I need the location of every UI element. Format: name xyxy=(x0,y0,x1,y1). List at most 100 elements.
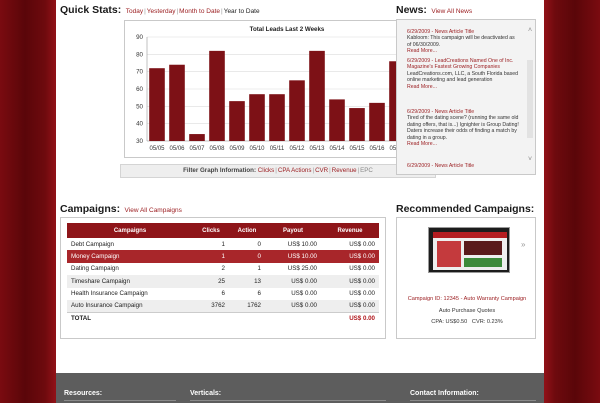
footer-divider xyxy=(410,400,536,401)
campaign-name[interactable]: Health Insurance Campaign xyxy=(71,290,148,298)
campaign-revenue: US$ 0.00 xyxy=(349,290,375,298)
view-all-campaigns-link[interactable]: View All Campaigns xyxy=(124,207,182,214)
x-tick-label: 05/05 xyxy=(149,146,165,152)
campaign-name[interactable]: Debt Campaign xyxy=(71,240,114,248)
table-row[interactable]: Debt Campaign 1 0 US$ 10.00 US$ 0.00 xyxy=(67,238,379,250)
col-revenue[interactable]: Revenue xyxy=(321,223,379,238)
quick-stats-header: Quick Stats: Today|Yesterday|Month to Da… xyxy=(60,4,260,16)
campaign-action: 6 xyxy=(257,290,261,298)
campaign-revenue: US$ 0.00 xyxy=(321,250,379,263)
campaign-name[interactable]: Money Campaign xyxy=(67,250,193,263)
news-item-title[interactable]: 6/29/2009 - News Article Title xyxy=(407,163,475,169)
chart-bar xyxy=(269,94,285,141)
chart-bar xyxy=(369,102,385,141)
col-payout[interactable]: Payout xyxy=(265,223,321,238)
campaign-payout: US$ 0.00 xyxy=(265,275,321,288)
scroll-down-icon[interactable]: ˅ xyxy=(527,156,533,163)
chart-bar xyxy=(329,99,345,141)
news-item-title[interactable]: 6/29/2009 - LeadCreations Named One of I… xyxy=(407,58,514,71)
y-tick-label: 40 xyxy=(136,121,143,128)
campaign-payout: US$ 10.00 xyxy=(265,250,321,263)
chart-bar xyxy=(249,94,265,141)
news-scrollbar[interactable] xyxy=(527,60,533,138)
col-clicks[interactable]: Clicks xyxy=(193,223,229,238)
filter-clicks[interactable]: Clicks xyxy=(257,167,275,174)
recommended-title: Recommended Campaigns: xyxy=(396,203,535,215)
campaign-action: 13 xyxy=(229,275,265,288)
col-campaigns[interactable]: Campaigns xyxy=(67,223,193,238)
chart-bar xyxy=(189,134,205,141)
recommended-panel: » Campaign ID: 12345 - Auto Warranty Cam… xyxy=(396,217,536,339)
campaign-clicks: 25 xyxy=(193,275,229,288)
chart-bar xyxy=(229,101,245,141)
news-read-more[interactable]: Read More... xyxy=(407,83,437,90)
table-row[interactable]: Money Campaign 1 0 US$ 10.00 US$ 0.00 xyxy=(67,250,379,263)
chart-title: Total Leads Last 2 Weeks xyxy=(250,26,325,33)
recommended-campaign-id[interactable]: Campaign ID: 12345 - Auto Warranty Campa… xyxy=(407,296,527,302)
campaign-revenue: US$ 0.00 xyxy=(321,299,379,313)
campaigns-table: Campaigns Clicks Action Payout Revenue D… xyxy=(67,223,379,325)
x-tick-label: 05/13 xyxy=(309,146,325,152)
chart-canvas: Total Leads Last 2 Weeks 30 40 50 60 70 80 90 05… xyxy=(136,26,427,152)
link-year-to-date[interactable]: Year to Date xyxy=(223,8,260,15)
campaign-name[interactable]: Auto Insurance Campaign xyxy=(67,299,193,313)
campaigns-title: Campaigns: xyxy=(60,203,121,215)
filter-cpa-actions[interactable]: CPA Actions xyxy=(277,167,312,174)
news-header: News: View All News xyxy=(396,0,472,18)
view-all-news-link[interactable]: View All News xyxy=(431,8,473,15)
chart-bar xyxy=(349,108,365,141)
filter-label: Filter Graph Information: xyxy=(183,167,257,174)
link-yesterday[interactable]: Yesterday xyxy=(146,8,176,15)
campaign-revenue: US$ 0.00 xyxy=(349,265,375,273)
x-tick-label: 05/07 xyxy=(189,146,205,152)
news-read-more[interactable]: Read More... xyxy=(407,48,437,55)
footer-verticals: Verticals: xyxy=(190,390,222,397)
campaign-clicks: 1 xyxy=(221,240,225,248)
campaign-clicks: 2 xyxy=(221,265,225,273)
filter-epc[interactable]: EPC xyxy=(360,167,373,174)
news-item: 6/29/2009 - News Article Title Tired of … xyxy=(407,109,519,147)
campaign-payout: US$ 0.00 xyxy=(291,290,317,298)
table-row[interactable]: Timeshare Campaign 25 13 US$ 0.00 US$ 0.… xyxy=(67,275,379,288)
x-tick-label: 05/09 xyxy=(229,146,245,152)
campaign-revenue: US$ 0.00 xyxy=(321,275,379,288)
y-tick-label: 80 xyxy=(136,51,143,58)
campaign-payout: US$ 25.00 xyxy=(287,265,317,273)
next-arrow-icon[interactable]: » xyxy=(521,240,526,249)
news-item: 6/29/2009 - News Article Title Kabloom: … xyxy=(407,29,519,55)
link-today[interactable]: Today xyxy=(125,8,144,15)
x-tick-label: 05/16 xyxy=(369,146,385,152)
campaign-action: 0 xyxy=(257,240,261,248)
recommended-cvr: CVR: 0.23% xyxy=(471,319,503,325)
link-month-to-date[interactable]: Month to Date xyxy=(179,8,220,15)
scroll-up-icon[interactable]: ˄ xyxy=(527,27,533,34)
recommended-cpa: CPA: US$0.50 xyxy=(431,319,468,325)
recommended-stats: CPA: US$0.50 CVR: 0.23% xyxy=(397,319,537,325)
table-row[interactable]: Health Insurance Campaign 6 6 US$ 0.00 U… xyxy=(67,288,379,300)
campaign-payout: US$ 0.00 xyxy=(265,299,321,313)
x-tick-label: 05/06 xyxy=(169,146,185,152)
campaign-thumbnail[interactable] xyxy=(428,227,510,273)
col-action[interactable]: Action xyxy=(229,223,265,238)
chart-bar xyxy=(169,64,185,141)
table-row[interactable]: Dating Campaign 2 1 US$ 25.00 US$ 0.00 xyxy=(67,263,379,275)
campaign-name[interactable]: Dating Campaign xyxy=(71,265,119,273)
news-item: 6/29/2009 - LeadCreations Named One of I… xyxy=(407,58,519,90)
news-item-body: Kabloom: This campaign will be deactivat… xyxy=(407,35,515,48)
campaign-revenue: US$ 0.00 xyxy=(349,240,375,248)
news-item-body: Tired of the dating scene? (running the … xyxy=(407,115,519,141)
footer-divider xyxy=(190,400,386,401)
y-tick-label: 30 xyxy=(136,138,143,145)
news-read-more[interactable]: Read More... xyxy=(407,141,437,148)
filter-cvr[interactable]: CVR xyxy=(315,167,329,174)
news-item-title[interactable]: 6/29/2009 - News Article Title xyxy=(407,29,475,35)
x-tick-label: 05/11 xyxy=(270,146,285,152)
news-item-title[interactable]: 6/29/2009 - News Article Title xyxy=(407,109,475,115)
page-content: Quick Stats: Today|Yesterday|Month to Da… xyxy=(56,0,544,403)
campaign-clicks: 1 xyxy=(193,250,229,263)
y-tick-label: 90 xyxy=(136,34,143,41)
campaign-payout: US$ 10.00 xyxy=(287,240,317,248)
campaign-name[interactable]: Timeshare Campaign xyxy=(67,275,193,288)
table-row[interactable]: Auto Insurance Campaign 3762 1762 US$ 0.… xyxy=(67,299,379,313)
filter-revenue[interactable]: Revenue xyxy=(331,167,357,174)
